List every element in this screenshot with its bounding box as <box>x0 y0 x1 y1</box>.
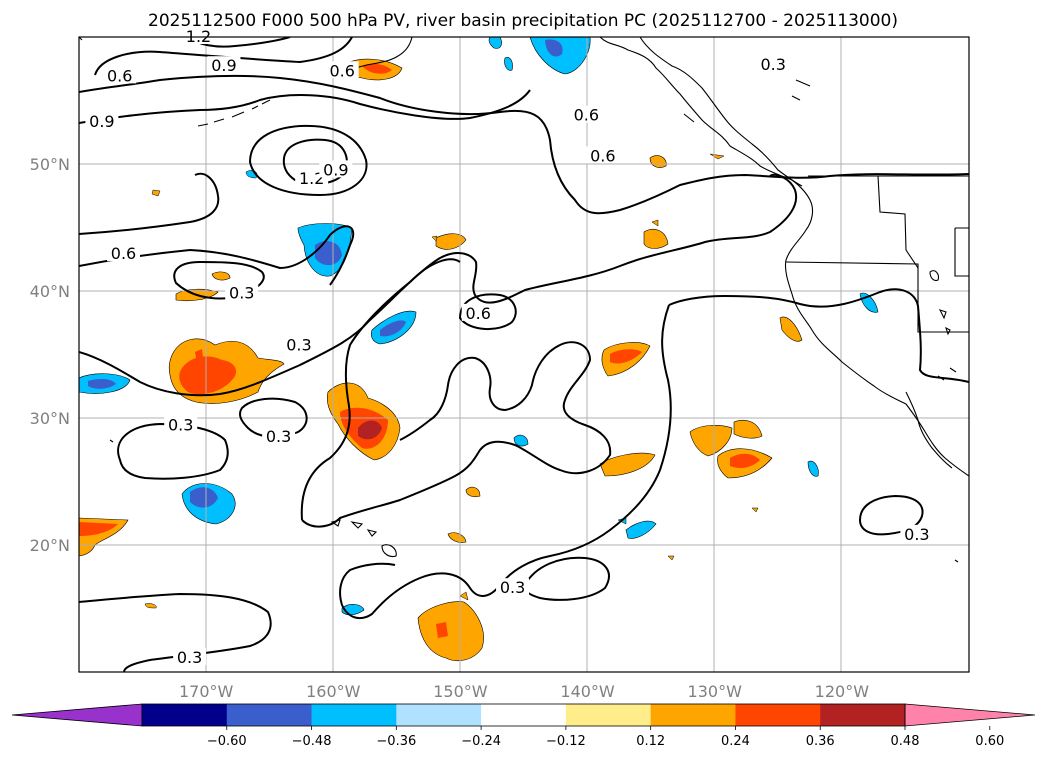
contour-label-halo <box>461 303 495 321</box>
lat-tick-label: 40°N <box>30 282 70 301</box>
lat-tick-label: 50°N <box>30 155 70 174</box>
contour-label: 0.3 <box>168 416 193 435</box>
colorbar-swatch <box>650 704 736 726</box>
lon-tick-label: 130°W <box>688 682 743 701</box>
colorbar-tick-label: −0.24 <box>461 734 501 749</box>
colorbar-swatch <box>565 704 652 726</box>
contour-label: 0.6 <box>574 106 599 125</box>
colorbar: −0.60 −0.48 −0.36 −0.24 −0.12 0.12 0.24 0.36 0.4… <box>11 703 1036 749</box>
colorbar-swatch <box>481 704 567 726</box>
contour-label-halo <box>900 524 934 542</box>
contour-label-halo <box>262 427 296 445</box>
map-area <box>79 37 969 672</box>
colorbar-tick-label: −0.12 <box>546 734 586 749</box>
contour-label: 0.6 <box>111 244 136 263</box>
contour-label-halo <box>107 244 140 262</box>
colorbar-swatch <box>142 704 228 726</box>
contour-label-halo <box>325 61 359 79</box>
colorbar-swatch <box>311 704 397 726</box>
colorbar-outline <box>141 703 906 727</box>
contour-label: 0.3 <box>904 525 929 544</box>
lon-tick-label: 160°W <box>306 682 361 701</box>
lon-tick-label: 150°W <box>433 682 488 701</box>
contour-label: 1.2 <box>299 169 324 188</box>
contour-labels: 1.20.90.60.91.20.90.60.30.30.30.30.60.60… <box>85 27 934 667</box>
contour-label-halo <box>103 66 137 84</box>
colorbar-tick-label: −0.36 <box>376 734 416 749</box>
colorbar-tick-label: 0.12 <box>636 734 665 749</box>
colorbar-swatch <box>396 704 482 726</box>
contour-label-halo <box>756 54 790 72</box>
lon-tick-label: 140°W <box>560 682 615 701</box>
colorbar-extend-low <box>11 703 143 727</box>
contour-label: 0.3 <box>760 55 785 74</box>
contour-label-halo <box>173 648 207 666</box>
contour-label: 0.6 <box>107 66 132 85</box>
colorbar-swatch <box>226 704 313 726</box>
colorbar-tick-label: 0.60 <box>975 734 1004 749</box>
latitude-tick-labels: 50°N 40°N 30°N 20°N <box>30 155 70 555</box>
pv-contours <box>79 37 969 672</box>
contour-label-halo <box>586 146 620 164</box>
contour-label: 0.3 <box>266 427 291 446</box>
contour-label-halo <box>569 105 603 123</box>
contour-label-halo <box>207 56 241 74</box>
contour-label: 0.6 <box>329 61 354 80</box>
contour-label-halo <box>496 578 530 596</box>
colorbar-tick-label: 0.36 <box>806 734 835 749</box>
colorbar-tick-label: −0.60 <box>207 734 247 749</box>
lon-tick-label: 120°W <box>815 682 870 701</box>
colorbar-swatch <box>820 704 906 726</box>
colorbar-tick-label: 0.48 <box>891 734 920 749</box>
colorbar-swatch <box>735 704 821 726</box>
contour-label-halo <box>85 112 119 130</box>
contour-label-halo <box>164 415 198 433</box>
contour-label: 0.3 <box>177 648 202 667</box>
colorbar-tick-label: −0.48 <box>292 734 332 749</box>
contour-label-halo <box>319 160 353 178</box>
colorbar-extend-high <box>904 703 1036 727</box>
lat-tick-label: 20°N <box>30 536 70 555</box>
contour-label: 0.3 <box>286 336 311 355</box>
contour-label-halo <box>282 335 316 353</box>
colorbar-tick-label: 0.24 <box>721 734 750 749</box>
lon-tick-label: 170°W <box>179 682 234 701</box>
contour-label: 0.3 <box>500 578 525 597</box>
contour-label: 0.6 <box>466 304 491 323</box>
longitude-tick-labels: 170°W 160°W 150°W 140°W 130°W 120°W <box>179 682 869 701</box>
contour-label: 0.6 <box>590 146 615 165</box>
lat-tick-label: 30°N <box>30 409 70 428</box>
contour-label: 0.9 <box>211 56 236 75</box>
contour-label-halo <box>182 27 216 44</box>
coastlines <box>79 37 969 563</box>
contour-label: 0.9 <box>323 160 348 179</box>
contour-label-halo <box>225 283 259 301</box>
map-frame <box>78 36 970 673</box>
contour-label: 0.3 <box>229 284 254 303</box>
precip-shading <box>79 37 879 661</box>
map-title: 2025112500 F000 500 hPa PV, river basin … <box>148 11 898 31</box>
contour-label: 0.9 <box>89 112 114 131</box>
